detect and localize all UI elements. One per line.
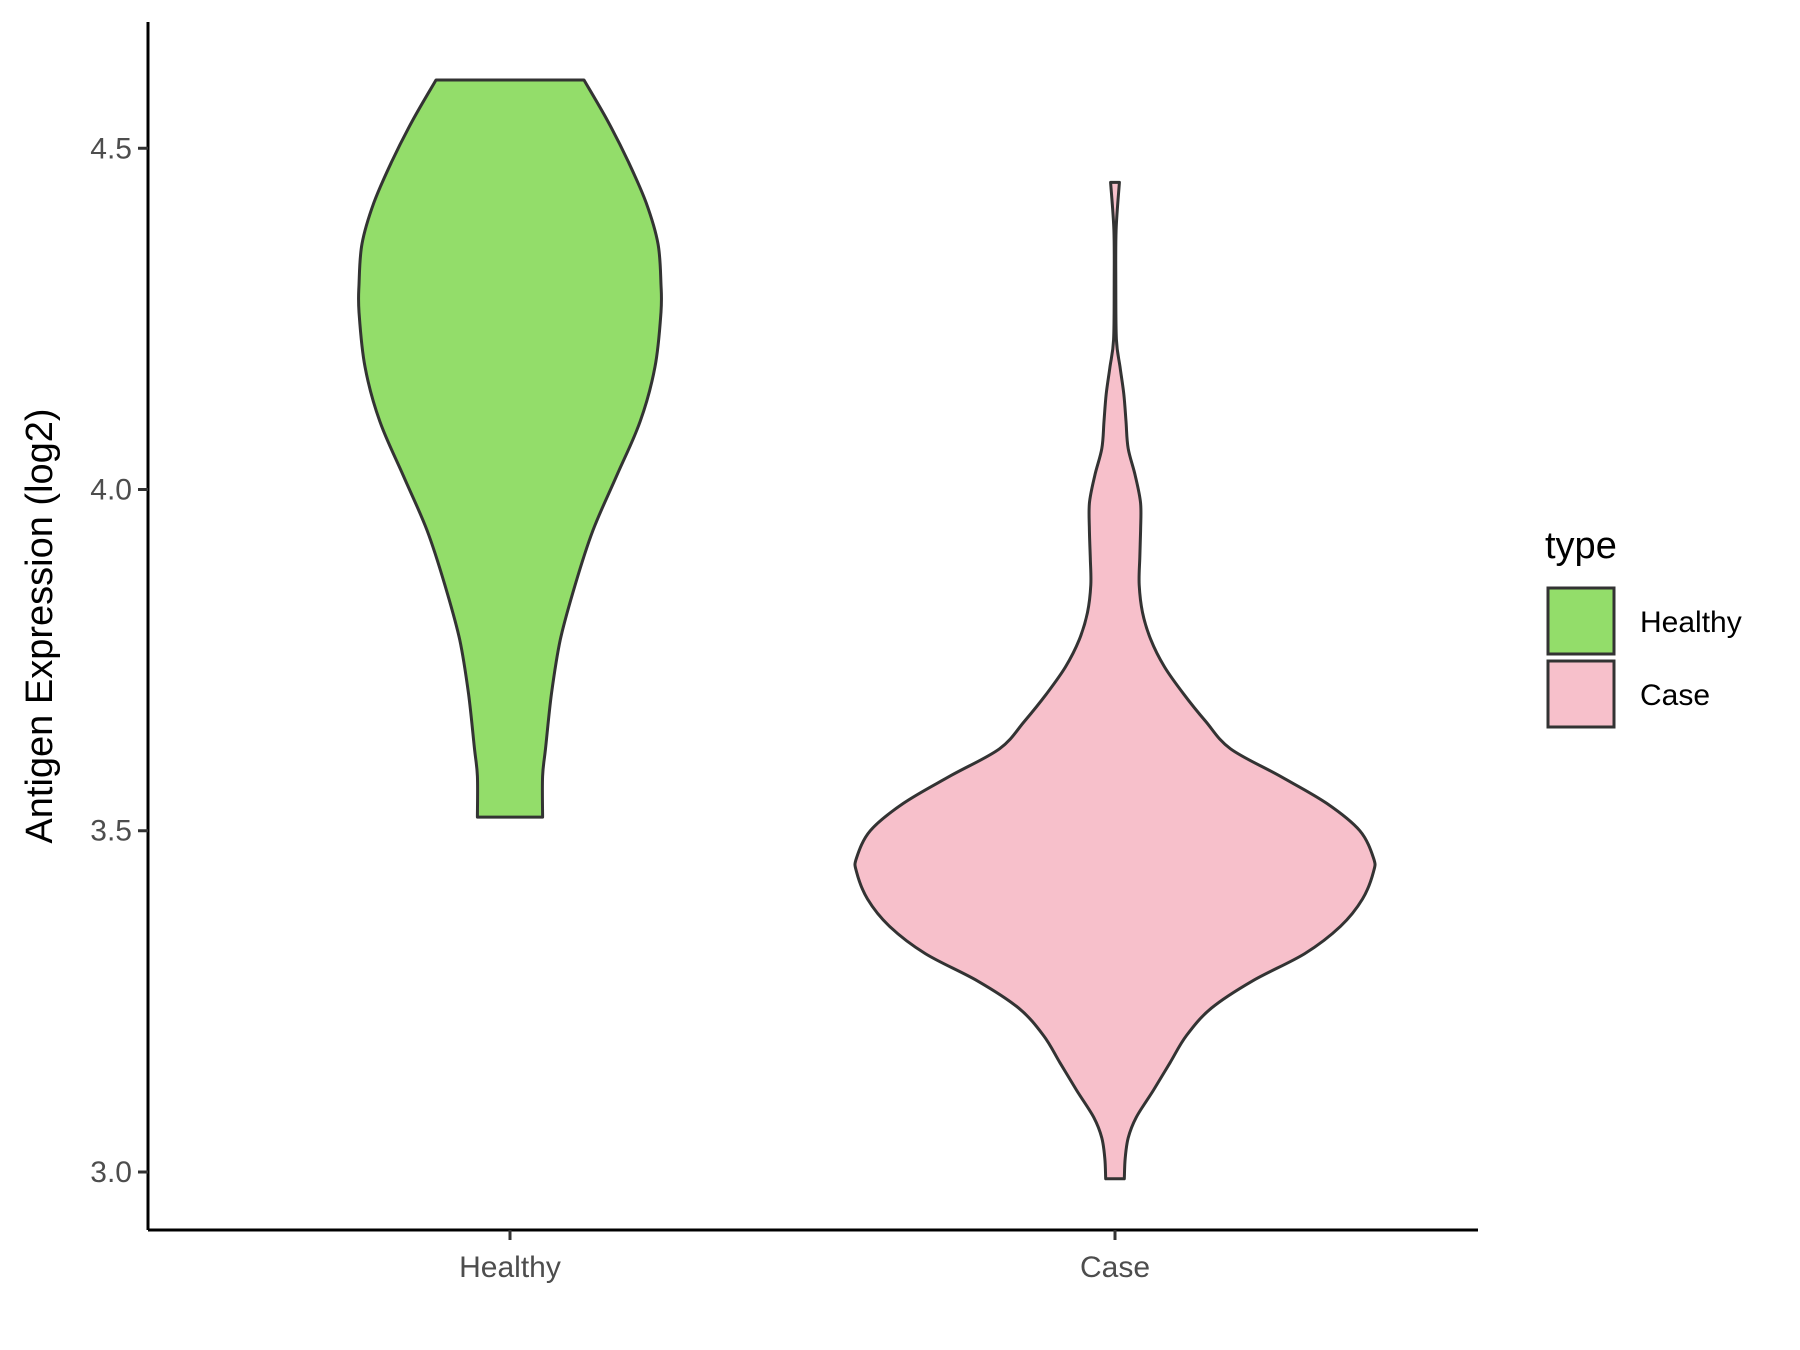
legend-swatch-case (1546, 659, 1616, 729)
y-axis-title: Antigen Expression (log2) (19, 408, 61, 843)
legend-swatch-healthy (1546, 586, 1616, 656)
y-tick-label: 4.5 (90, 132, 132, 165)
y-tick-label: 3.5 (90, 815, 132, 848)
legend-label-healthy: Healthy (1640, 606, 1742, 639)
x-tick-label: Healthy (459, 1251, 561, 1284)
y-tick-label: 4.0 (90, 474, 132, 507)
violin-healthy (356, 78, 664, 819)
legend-label-case: Case (1640, 679, 1710, 712)
legend-title: type (1545, 525, 1617, 567)
violin-layer (356, 78, 1377, 1181)
axes: 3.0 3.5 4.0 4.5 Healthy Case (90, 22, 1478, 1284)
x-tick-label: Case (1080, 1251, 1150, 1284)
violin-case (853, 180, 1377, 1181)
legend: type Healthy Case (1545, 525, 1742, 729)
y-tick-label: 3.0 (90, 1156, 132, 1189)
